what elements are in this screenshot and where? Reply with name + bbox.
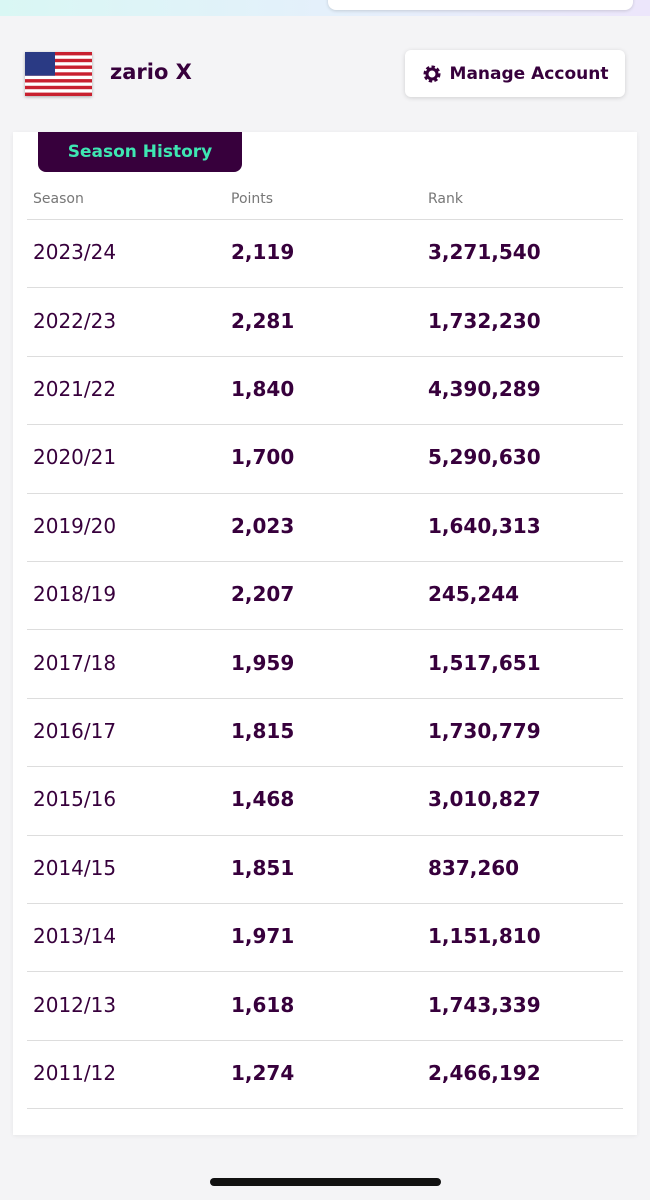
rank-cell: 1,743,339 [428, 992, 541, 1017]
rank-cell: 245,244 [428, 582, 520, 607]
row-divider [27, 971, 623, 973]
user-name: zario X [110, 60, 192, 84]
rank-cell: 1,732,230 [428, 308, 541, 333]
row-divider [27, 1108, 623, 1110]
season-cell: 2020/21 [33, 445, 117, 470]
column-header: Points [231, 191, 274, 207]
rank-cell: 5,290,630 [428, 445, 541, 470]
season-history-tab[interactable]: Season History [38, 132, 242, 172]
row-divider [27, 1039, 623, 1041]
rank-cell: 1,640,313 [428, 513, 541, 538]
row-divider [27, 355, 623, 357]
season-cell: 2021/22 [33, 377, 117, 401]
rank-cell: 3,010,827 [428, 787, 541, 812]
column-header: Season [33, 191, 84, 207]
season-cell: 2018/19 [33, 582, 117, 607]
rank-cell: 1,151,810 [428, 924, 541, 949]
history-card: Season History Season Points Rank 2023/24 2,… [13, 132, 637, 1135]
points-cell: 1,959 [231, 650, 295, 675]
points-cell: 1,700 [231, 445, 295, 470]
gear-icon [423, 65, 441, 82]
row-divider [27, 766, 623, 768]
rank-cell: 837,260 [428, 855, 520, 880]
button-label: Manage Account [449, 63, 609, 84]
row-divider [27, 834, 623, 836]
rank-cell: 1,517,651 [428, 650, 541, 675]
top-box [328, 0, 633, 10]
season-cell: 2016/17 [33, 719, 117, 743]
points-cell: 2,023 [231, 513, 295, 538]
row-divider [27, 561, 623, 562]
season-cell: 2023/24 [33, 240, 117, 265]
points-cell: 1,274 [231, 1061, 295, 1085]
points-cell: 1,851 [231, 855, 295, 880]
manage-account-button[interactable]: Manage Account [405, 50, 625, 97]
points-cell: 1,971 [231, 924, 295, 949]
rank-cell: 2,466,192 [428, 1061, 541, 1085]
points-cell: 1,468 [231, 787, 295, 812]
season-cell: 2013/14 [33, 924, 117, 949]
season-cell: 2014/15 [33, 855, 117, 880]
row-divider [27, 424, 623, 426]
row-divider [27, 492, 623, 494]
points-cell: 1,815 [231, 719, 295, 743]
season-cell: 2012/13 [33, 992, 117, 1017]
season-cell: 2019/20 [33, 513, 117, 538]
season-cell: 2011/12 [33, 1061, 117, 1085]
row-divider [27, 903, 623, 904]
rank-cell: 3,271,540 [428, 240, 541, 265]
row-divider [27, 287, 623, 289]
points-cell: 2,119 [231, 240, 295, 265]
row-divider [27, 629, 623, 631]
points-cell: 2,207 [231, 582, 295, 607]
points-cell: 2,281 [231, 308, 295, 333]
row-divider [27, 697, 623, 699]
rank-cell: 4,390,289 [428, 377, 541, 401]
rank-cell: 1,730,779 [428, 719, 541, 743]
season-cell: 2015/16 [33, 787, 117, 812]
header-divider [27, 219, 623, 220]
season-cell: 2022/23 [33, 308, 117, 333]
season-cell: 2017/18 [33, 650, 117, 675]
home-indicator [210, 1178, 441, 1186]
points-cell: 1,840 [231, 377, 295, 401]
flag [25, 52, 92, 96]
points-cell: 1,618 [231, 992, 295, 1017]
column-header: Rank [428, 191, 463, 207]
